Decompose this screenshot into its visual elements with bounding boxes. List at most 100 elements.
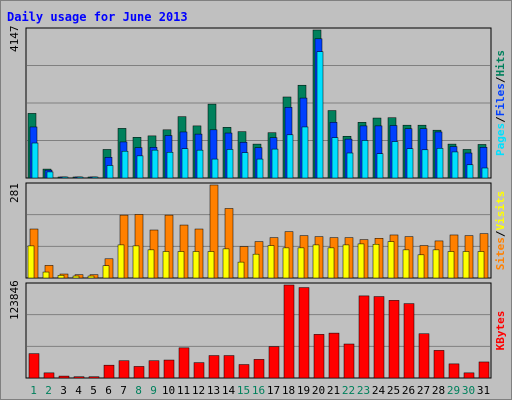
x-label-day-22: 22	[342, 384, 355, 397]
visits-ymax-label: 281	[8, 183, 21, 203]
bar-pages-day-22	[346, 152, 354, 179]
bar-pages-day-13	[211, 158, 219, 179]
x-label-day-10: 10	[162, 384, 175, 397]
chart-bars	[27, 29, 490, 379]
bar-visits-day-4	[72, 275, 80, 279]
bar-visits-day-5	[87, 275, 95, 279]
x-label-day-30: 30	[462, 384, 475, 397]
bar-kbytes-day-13	[208, 355, 220, 379]
x-label-day-17: 17	[267, 384, 280, 397]
x-label-day-31: 31	[477, 384, 490, 397]
x-label-day-4: 4	[75, 384, 82, 397]
bar-kbytes-day-1	[28, 353, 40, 379]
bar-visits-day-25	[387, 241, 395, 279]
bar-pages-day-19	[301, 126, 309, 179]
bar-pages-day-12	[196, 149, 204, 179]
bar-pages-day-2	[46, 171, 54, 179]
bar-visits-day-3	[57, 275, 65, 279]
x-label-day-26: 26	[402, 384, 415, 397]
bar-visits-day-23	[357, 243, 365, 279]
x-label-day-2: 2	[45, 384, 52, 397]
bar-kbytes-day-7	[118, 360, 130, 379]
bar-kbytes-day-4	[73, 376, 85, 379]
bar-kbytes-day-5	[88, 376, 100, 379]
bar-pages-day-5	[91, 176, 99, 179]
x-label-day-8: 8	[135, 384, 142, 397]
x-label-day-5: 5	[90, 384, 97, 397]
bar-pages-day-20	[316, 51, 324, 179]
x-label-day-28: 28	[432, 384, 445, 397]
bar-kbytes-day-27	[418, 333, 430, 379]
bar-pages-day-4	[76, 176, 84, 179]
bar-kbytes-day-12	[193, 362, 205, 379]
bar-visits-day-14	[222, 248, 230, 279]
bar-kbytes-day-26	[403, 303, 415, 379]
bar-kbytes-day-2	[43, 372, 55, 379]
bar-visits-day-17	[267, 245, 275, 279]
bar-pages-day-17	[271, 148, 279, 179]
x-label-day-9: 9	[150, 384, 157, 397]
x-label-day-23: 23	[357, 384, 370, 397]
x-label-day-24: 24	[372, 384, 386, 397]
bar-visits-day-2	[42, 271, 50, 279]
bar-kbytes-day-6	[103, 364, 115, 379]
bar-visits-day-30	[462, 251, 470, 279]
bar-pages-day-10	[166, 152, 174, 179]
x-label-day-25: 25	[387, 384, 400, 397]
legend-pages-files-hits: Pages/Files/Hits	[494, 50, 507, 156]
bar-kbytes-day-29	[448, 363, 460, 379]
legend-kbytes: KBytes	[494, 311, 507, 351]
bar-visits-day-19	[297, 247, 305, 279]
bar-visits-day-29	[447, 251, 455, 279]
x-label-day-1: 1	[30, 384, 37, 397]
bar-visits-day-24	[372, 243, 380, 279]
bar-kbytes-day-31	[478, 361, 490, 379]
bar-visits-day-31	[477, 251, 485, 279]
bar-pages-day-26	[406, 148, 414, 179]
x-label-day-7: 7	[120, 384, 127, 397]
x-label-day-19: 19	[297, 384, 310, 397]
bar-pages-day-3	[61, 176, 69, 179]
x-label-day-20: 20	[312, 384, 325, 397]
bar-visits-day-11	[177, 251, 185, 279]
bar-pages-day-1	[31, 142, 39, 179]
bar-visits-day-22	[342, 244, 350, 279]
x-axis-labels: 1 2 3 4 5 6 7 8 9 10 11 12 13 14 15 16 17 18 19 20 21 22 23 24 2…	[30, 384, 490, 397]
bar-kbytes-day-17	[268, 346, 280, 379]
bar-pages-day-6	[106, 165, 114, 179]
bar-pages-day-8	[136, 155, 144, 179]
x-label-day-12: 12	[192, 384, 205, 397]
x-label-day-29: 29	[447, 384, 460, 397]
x-label-day-13: 13	[207, 384, 220, 397]
bar-kbytes-day-9	[148, 360, 160, 379]
bar-pages-day-28	[436, 148, 444, 179]
kbytes-ymax-label: 123846	[8, 280, 21, 320]
x-label-day-14: 14	[222, 384, 236, 397]
bar-pages-day-29	[451, 151, 459, 179]
x-label-day-18: 18	[282, 384, 295, 397]
bar-kbytes-day-22	[343, 343, 355, 379]
bar-pages-day-25	[391, 141, 399, 179]
bar-kbytes-day-21	[328, 332, 340, 379]
bar-visits-day-27	[417, 254, 425, 279]
bar-kbytes-day-30	[463, 372, 475, 379]
bar-kbytes-day-18	[283, 284, 295, 379]
x-label-day-21: 21	[327, 384, 340, 397]
chart-legends: Pages/Files/Hits Sites/Visits KBytes	[494, 50, 507, 350]
bar-kbytes-day-16	[253, 359, 265, 379]
legend-sites-visits: Sites/Visits	[494, 191, 507, 271]
x-label-day-16: 16	[252, 384, 265, 397]
bar-visits-day-15	[237, 261, 245, 279]
bar-pages-day-27	[421, 149, 429, 179]
bar-pages-day-21	[331, 137, 339, 179]
bar-pages-day-31	[481, 167, 489, 179]
bar-visits-day-7	[117, 244, 125, 279]
bar-visits-day-13	[207, 251, 215, 279]
bar-visits-day-1	[27, 245, 35, 279]
bar-visits-day-18	[282, 247, 290, 279]
bar-visits-day-10	[162, 251, 170, 279]
bar-visits-day-6	[102, 265, 110, 279]
bar-pages-day-15	[241, 152, 249, 179]
bar-kbytes-day-8	[133, 366, 145, 379]
bar-visits-day-20	[312, 244, 320, 279]
